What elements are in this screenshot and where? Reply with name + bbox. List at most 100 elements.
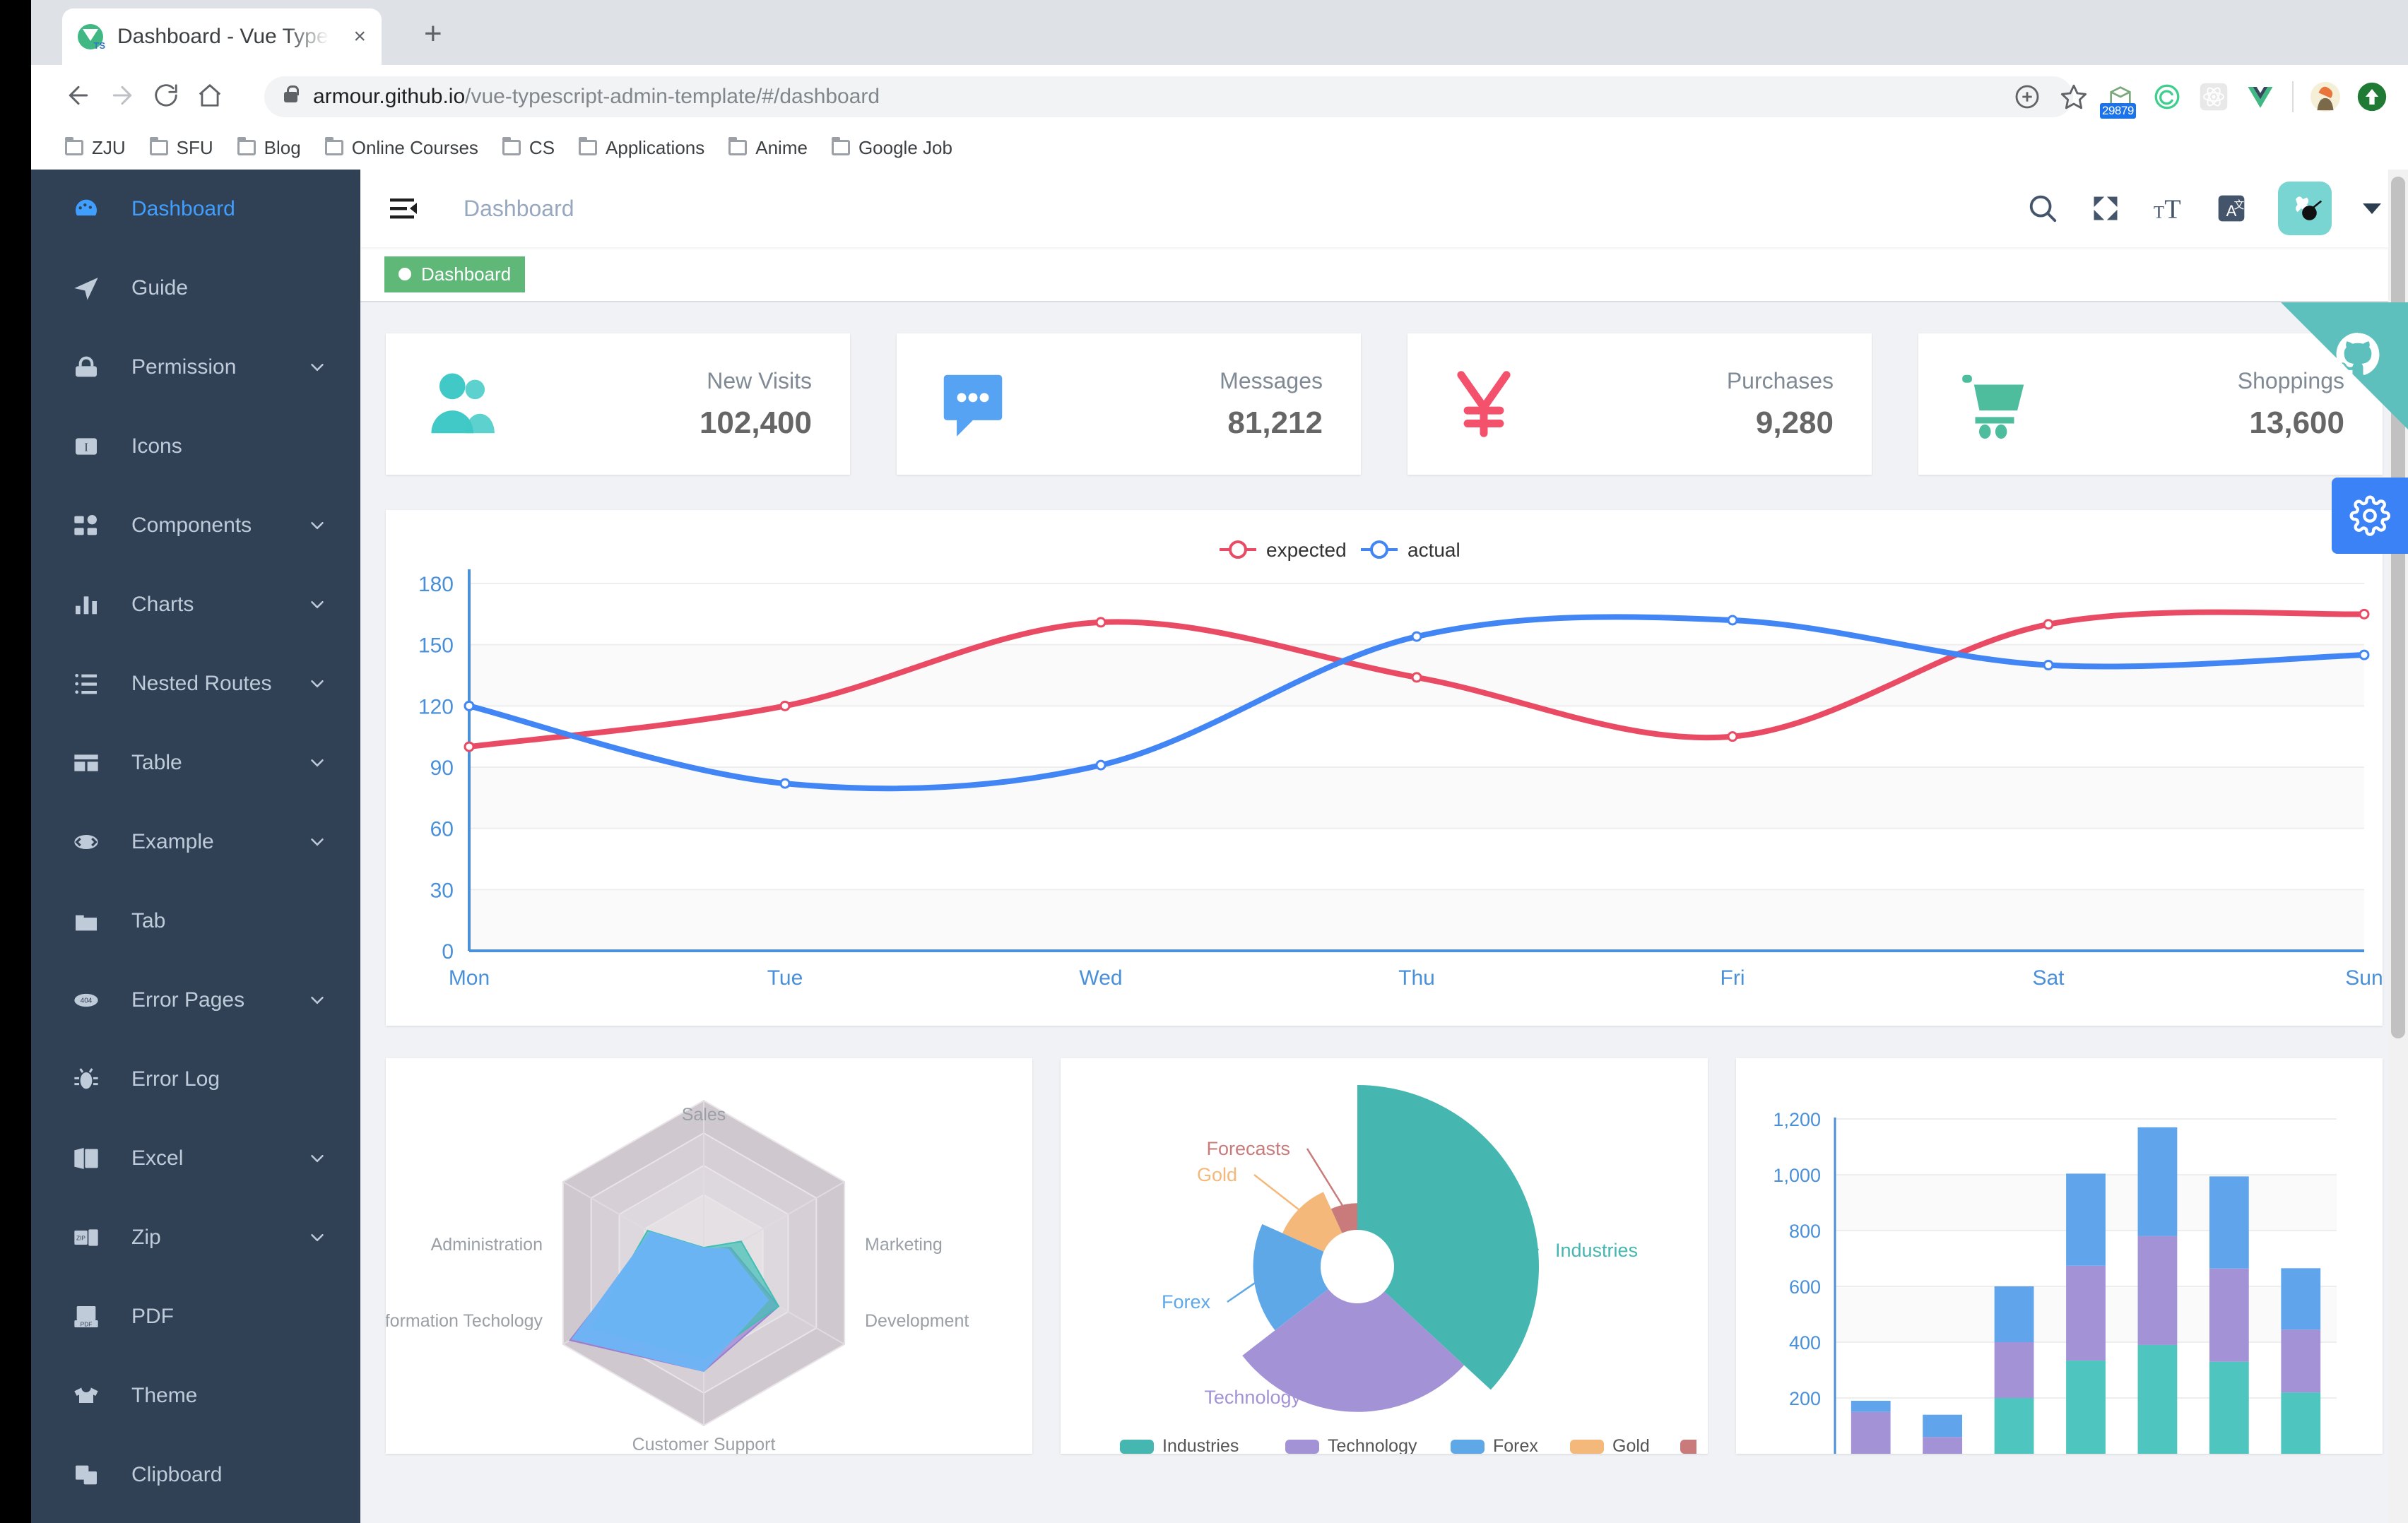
sidebar-item-excel[interactable]: Excel (31, 1119, 360, 1198)
sidebar-item-label: Guide (131, 276, 189, 300)
tag-item-dashboard[interactable]: Dashboard (384, 256, 526, 292)
svg-text:ZIP: ZIP (76, 1234, 85, 1241)
forward-button[interactable] (100, 73, 144, 117)
stat-card-text: Purchases 9,280 (1727, 368, 1834, 441)
bookmark-item[interactable]: Blog (229, 133, 309, 163)
avatar[interactable] (2302, 73, 2349, 120)
sidebar-item-label: Dashboard (131, 197, 235, 220)
stat-card-value: 102,400 (699, 405, 812, 440)
chevron-down-icon[interactable] (2363, 203, 2381, 214)
sidebar-toggle-icon[interactable] (387, 191, 421, 225)
bookmark-item[interactable]: Applications (570, 133, 713, 163)
breadcrumb[interactable]: Dashboard (464, 195, 574, 221)
stat-card-value: 9,280 (1755, 405, 1834, 440)
sidebar-item-guide[interactable]: Guide (31, 249, 360, 328)
stat-card-label: New Visits (707, 367, 812, 393)
extension-icon-react[interactable] (2190, 73, 2237, 120)
clipboard-icon (72, 1461, 110, 1489)
url-domain: armour.github.io (313, 85, 466, 108)
svg-text:Forecasts: Forecasts (1207, 1138, 1291, 1159)
svg-text:150: 150 (418, 634, 454, 658)
stat-card-new-visits[interactable]: New Visits 102,400 (386, 333, 850, 475)
line-chart-panel: expected actual 0 30 60 90 120 150 180 Mon Tue Wed T… (386, 510, 2383, 1026)
share-add-icon[interactable] (2004, 73, 2050, 120)
tab-strip: TS Dashboard - Vue Typescript Ad × + (31, 0, 2408, 65)
tag-label: Dashboard (421, 263, 512, 285)
extension-icon-upload[interactable] (2349, 73, 2395, 120)
people-icon (420, 362, 504, 446)
vue-ts-icon: TS (78, 24, 105, 51)
sidebar-item-nested-routes[interactable]: Nested Routes (31, 644, 360, 723)
sidebar-item-pdf[interactable]: PDF PDF (31, 1277, 360, 1356)
sidebar-item-charts[interactable]: Charts (31, 565, 360, 644)
svg-text:1,000: 1,000 (1773, 1165, 1821, 1186)
stat-card-text: New Visits 102,400 (700, 368, 812, 441)
folder-icon (579, 137, 598, 155)
svg-text:90: 90 (430, 757, 454, 780)
fullscreen-icon[interactable] (2090, 193, 2121, 224)
sidebar-item-components[interactable]: Components (31, 486, 360, 565)
tags-view: Dashboard (360, 247, 2408, 302)
close-icon[interactable]: × (353, 25, 366, 48)
bookmark-label: Applications (606, 136, 705, 158)
github-corner[interactable] (2281, 302, 2408, 429)
svg-text:30: 30 (430, 879, 454, 902)
bookmark-label: ZJU (92, 136, 126, 158)
svg-text:Technology: Technology (1328, 1436, 1417, 1454)
url-text: armour.github.io/vue-typescript-admin-te… (313, 85, 880, 109)
sidebar-item-clipboard[interactable]: Clipboard (31, 1435, 360, 1515)
settings-panel-button[interactable] (2332, 478, 2408, 554)
message-icon (931, 362, 1015, 446)
sidebar-item-table[interactable]: Table (31, 723, 360, 802)
bookmarks-bar: ZJU SFU Blog Online Courses CS Applicati… (31, 126, 2408, 170)
back-button[interactable] (57, 73, 100, 117)
folder-icon (65, 137, 83, 155)
extension-icon-grammarly[interactable] (2144, 73, 2190, 120)
stat-card-purchases[interactable]: Purchases 9,280 (1407, 333, 1872, 475)
svg-text:Fri: Fri (1721, 966, 1745, 990)
svg-text:Sun: Sun (2345, 966, 2383, 990)
bookmark-label: CS (529, 136, 555, 158)
sidebar-item-error-log[interactable]: Error Log (31, 1040, 360, 1119)
new-tab-button[interactable]: + (424, 16, 442, 51)
sidebar-item-label: Nested Routes (131, 672, 272, 695)
sidebar-item-icons[interactable]: I Icons (31, 407, 360, 486)
home-button[interactable] (188, 73, 232, 117)
svg-text:400: 400 (1789, 1332, 1821, 1353)
os-left-edge (0, 0, 31, 1523)
extension-icon-1[interactable]: 29879 (2097, 73, 2144, 120)
sidebar-item-label: Error Pages (131, 988, 245, 1012)
bookmark-item[interactable]: Google Job (823, 133, 961, 163)
svg-text:I: I (84, 441, 88, 454)
sidebar-item-example[interactable]: Example (31, 802, 360, 882)
user-avatar[interactable] (2278, 182, 2332, 235)
svg-text:Development: Development (865, 1311, 969, 1331)
bookmark-star-icon[interactable] (2050, 73, 2097, 120)
sidebar-item-permission[interactable]: Permission (31, 328, 360, 407)
sidebar-item-label: Excel (131, 1146, 184, 1170)
bookmark-item[interactable]: ZJU (57, 133, 134, 163)
browser-tab[interactable]: TS Dashboard - Vue Typescript Ad × (62, 8, 382, 65)
svg-text:Sat: Sat (2032, 966, 2065, 990)
sidebar-item-theme[interactable]: Theme (31, 1356, 360, 1435)
sidebar-item-dashboard[interactable]: Dashboard (31, 170, 360, 249)
bookmark-item[interactable]: CS (494, 133, 563, 163)
sidebar-item-label: Zip (131, 1226, 161, 1249)
excel-icon (72, 1144, 110, 1173)
bookmark-item[interactable]: Anime (720, 133, 816, 163)
stat-card-messages[interactable]: Messages 81,212 (897, 333, 1361, 475)
svg-text:200: 200 (1789, 1388, 1821, 1409)
address-bar[interactable]: armour.github.io/vue-typescript-admin-te… (264, 76, 2073, 117)
search-icon[interactable] (2026, 192, 2059, 225)
extension-icon-vue[interactable] (2237, 73, 2284, 120)
sidebar-item-tab[interactable]: Tab (31, 882, 360, 961)
bookmark-item[interactable]: SFU (141, 133, 222, 163)
sidebar-item-zip[interactable]: ZIP Zip (31, 1198, 360, 1277)
bookmark-item[interactable]: Online Courses (317, 133, 487, 163)
sidebar-item-error-pages[interactable]: 404 Error Pages (31, 961, 360, 1040)
svg-text:formation Techology: formation Techology (386, 1311, 543, 1331)
reload-button[interactable] (144, 73, 188, 117)
